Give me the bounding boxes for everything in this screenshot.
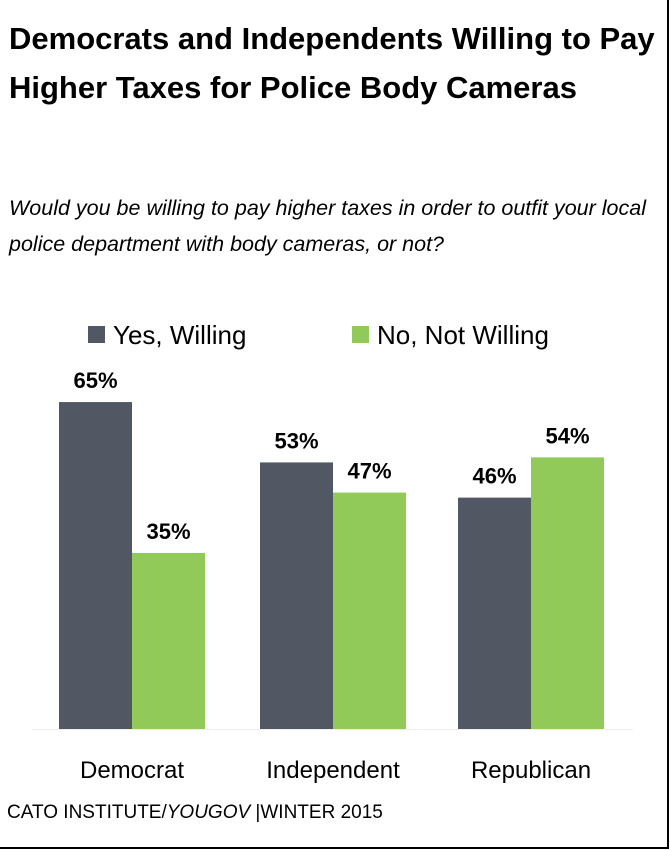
legend-label-1: No, Not Willing [377,320,549,350]
chart-subtitle: Would you be willing to pay higher taxes… [9,196,646,256]
category-label: Republican [471,757,591,784]
data-label: 46% [472,464,516,489]
data-label: 47% [347,459,391,484]
bar-democrat-1 [132,552,205,729]
source-text: CATO INSTITUTE/ [7,802,167,823]
bar-independent-0 [260,462,333,729]
data-label: 65% [73,368,117,393]
bar-independent-1 [333,492,406,729]
legend-label-0: Yes, Willing [113,320,246,350]
category-label: Democrat [80,757,184,784]
legend-swatch-0 [88,326,105,343]
footer-source: CATO INSTITUTE/YOUGOV |WINTER 2015 [7,802,383,824]
source-italic: YOUGOV [166,802,251,823]
data-label: 53% [274,428,318,453]
category-label: Independent [266,757,400,784]
date-text: |WINTER 2015 [250,802,383,823]
bar-republican-1 [531,457,604,729]
bar-democrat-0 [59,402,132,729]
data-label: 54% [545,423,589,448]
legend-swatch-1 [352,326,369,343]
chart-title: Democrats and Independents Willing to Pa… [9,21,655,105]
data-label: 35% [146,519,190,544]
bar-republican-0 [458,497,531,729]
